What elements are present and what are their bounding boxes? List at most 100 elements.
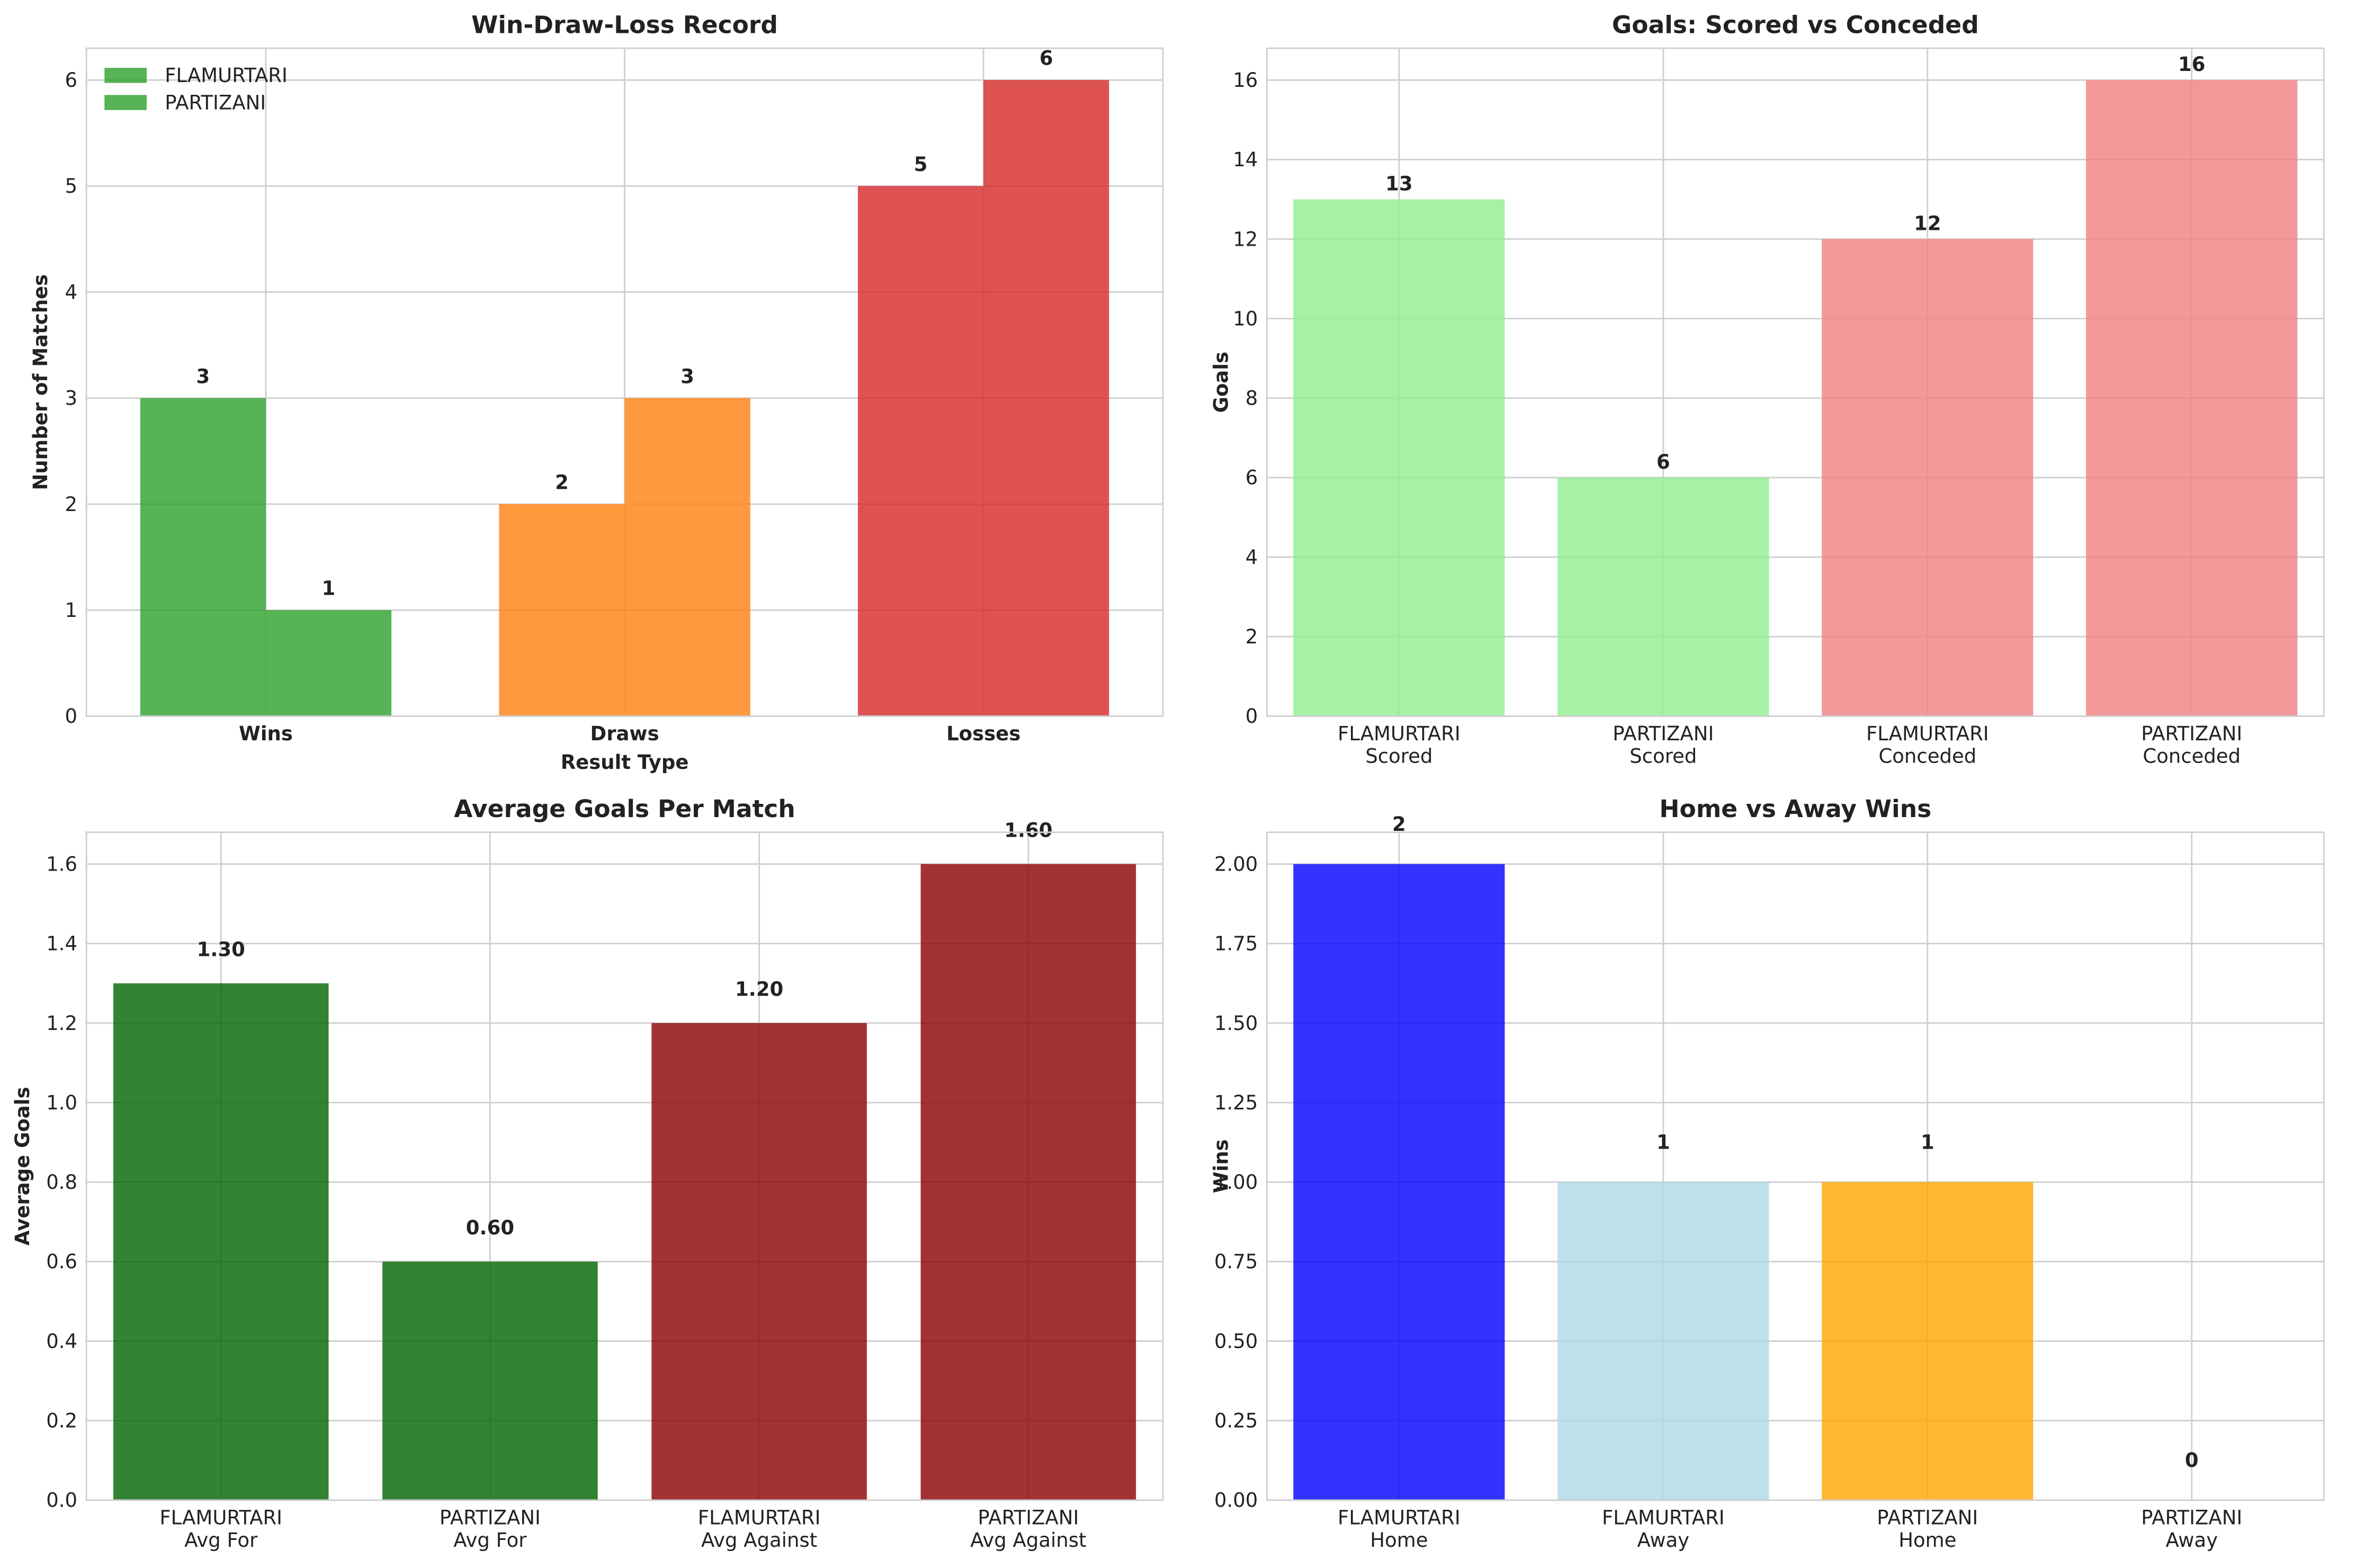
x-tick-label-line: Avg For (184, 1529, 258, 1552)
bar (920, 864, 1136, 1500)
y-tick-label: 10 (1233, 307, 1258, 330)
legend-label: FLAMURTARI (165, 64, 288, 87)
chart-title: Home vs Away Wins (1659, 795, 1931, 823)
bar (113, 983, 329, 1500)
value-label: 3 (196, 365, 210, 388)
y-tick-label: 0.6 (46, 1250, 77, 1273)
y-tick-label: 2.00 (1214, 853, 1258, 875)
value-label: 5 (914, 153, 928, 176)
x-tick-label-line: FLAMURTARI (1866, 722, 1989, 745)
x-tick-label-line: FLAMURTARI (1602, 1506, 1725, 1529)
bar (382, 1261, 598, 1500)
y-tick-label: 1 (65, 599, 78, 622)
bar (983, 80, 1109, 716)
x-tick-label: FLAMURTARI Away (1602, 1506, 1725, 1552)
bar (2086, 80, 2298, 716)
y-tick-label: 5 (65, 175, 78, 198)
x-tick-label-line: Away (1637, 1529, 1690, 1552)
y-tick-label: 1.00 (1214, 1171, 1258, 1194)
x-tick-label-line: Home (1370, 1529, 1428, 1552)
bar (499, 504, 625, 716)
chart-title: Goals: Scored vs Conceded (1612, 11, 1979, 39)
x-tick-label: FLAMURTARI Avg For (159, 1506, 282, 1552)
x-tick-label-line: PARTIZANI (978, 1506, 1079, 1529)
x-tick-label-line: FLAMURTARI (698, 1506, 821, 1529)
y-tick-label: 12 (1233, 228, 1258, 250)
x-tick-label-line: PARTIZANI (2141, 1506, 2242, 1529)
y-tick-label: 1.75 (1214, 933, 1258, 955)
x-tick-label-line: Avg Against (970, 1529, 1086, 1552)
x-tick-label: PARTIZANI Home (1877, 1506, 1978, 1552)
x-tick-label: Draws (590, 722, 659, 745)
y-tick-label: 0.50 (1214, 1330, 1258, 1352)
x-tick-label-line: Avg Against (701, 1529, 817, 1552)
bar (1557, 1182, 1769, 1500)
x-tick-label-line: Conceded (2143, 745, 2241, 768)
y-tick-label: 1.0 (46, 1091, 77, 1114)
x-tick-label: PARTIZANI Scored (1612, 722, 1714, 768)
bar (1293, 199, 1505, 716)
bar (1557, 477, 1769, 716)
value-label: 0.60 (466, 1216, 514, 1239)
y-tick-label: 3 (65, 387, 78, 410)
value-label: 16 (2178, 53, 2206, 76)
value-label: 2 (555, 471, 569, 494)
x-tick-label: Wins (239, 722, 293, 745)
x-tick-label: PARTIZANI Avg Against (970, 1506, 1086, 1552)
x-tick-label-line: PARTIZANI (1612, 722, 1714, 745)
y-tick-label: 0.25 (1214, 1410, 1258, 1432)
y-axis-label: Wins (1210, 1139, 1232, 1193)
y-axis-label: Goals (1210, 352, 1232, 413)
y-tick-label: 0 (65, 705, 78, 728)
chart-title: Average Goals Per Match (454, 795, 795, 823)
bar (858, 186, 984, 716)
y-tick-label: 2 (1246, 625, 1258, 648)
y-axis-label: Number of Matches (29, 274, 52, 490)
x-tick-label-line: PARTIZANI (1877, 1506, 1978, 1529)
x-tick-label-line: FLAMURTARI (1338, 1506, 1461, 1529)
axes-frame (1266, 831, 2325, 1501)
bar (651, 1023, 867, 1500)
y-tick-label: 6 (65, 69, 78, 92)
y-tick-label: 8 (1246, 387, 1258, 410)
y-tick-label: 0.8 (46, 1171, 77, 1194)
y-tick-label: 1.50 (1214, 1012, 1258, 1035)
value-label: 1.20 (735, 978, 783, 1001)
y-tick-label: 4 (65, 281, 78, 303)
value-label: 0 (2185, 1449, 2199, 1472)
bar (265, 610, 392, 716)
x-tick-label: FLAMURTARI Scored (1338, 722, 1461, 768)
y-tick-label: 16 (1233, 69, 1258, 92)
x-tick-label: FLAMURTARI Conceded (1866, 722, 1989, 768)
y-tick-label: 1.25 (1214, 1091, 1258, 1114)
legend-swatch (104, 68, 147, 83)
y-tick-label: 4 (1246, 546, 1258, 569)
y-axis-label: Average Goals (11, 1087, 34, 1246)
value-label: 6 (1656, 451, 1670, 473)
value-label: 1 (322, 577, 336, 600)
x-tick-label-line: PARTIZANI (2141, 722, 2242, 745)
y-tick-label: 6 (1246, 467, 1258, 489)
y-tick-label: 1.2 (46, 1012, 77, 1035)
x-tick-label: PARTIZANI Away (2141, 1506, 2242, 1552)
y-tick-label: 0.00 (1214, 1489, 1258, 1512)
y-tick-label: 0.0 (46, 1489, 77, 1512)
value-label: 1 (1921, 1131, 1934, 1154)
y-tick-label: 0.2 (46, 1410, 77, 1432)
x-tick-label-line: PARTIZANI (440, 1506, 541, 1529)
x-tick-label-line: Avg For (453, 1529, 527, 1552)
y-tick-label: 14 (1233, 148, 1258, 171)
x-tick-label: PARTIZANI Conceded (2141, 722, 2242, 768)
value-label: 1.30 (197, 938, 245, 961)
x-tick-label-line: Conceded (1878, 745, 1976, 768)
x-tick-label: PARTIZANI Avg For (440, 1506, 541, 1552)
axes-frame (85, 831, 1164, 1501)
legend-label: PARTIZANI (165, 91, 266, 114)
value-label: 6 (1040, 47, 1053, 70)
value-label: 1 (1656, 1131, 1670, 1154)
value-label: 1.60 (1004, 819, 1052, 841)
x-tick-label-line: FLAMURTARI (1338, 722, 1461, 745)
value-label: 12 (1914, 212, 1941, 235)
x-tick-label: Losses (946, 722, 1020, 745)
